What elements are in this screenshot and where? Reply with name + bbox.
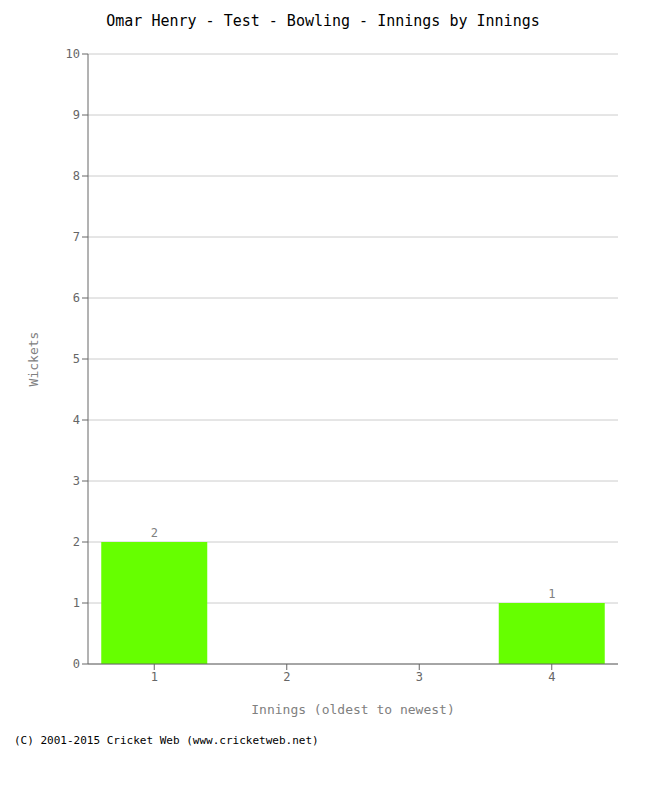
svg-text:10: 10: [66, 47, 80, 61]
svg-text:2: 2: [151, 526, 158, 540]
svg-text:4: 4: [548, 670, 555, 684]
svg-text:4: 4: [73, 413, 80, 427]
svg-text:1: 1: [73, 596, 80, 610]
svg-text:Innings (oldest to newest): Innings (oldest to newest): [251, 702, 455, 717]
html-text:(C) 2001-2015 Cricket Web (www: (C) 2001-2015 Cricket Web (www.cricketwe…: [14, 734, 319, 747]
svg-text:0: 0: [73, 657, 80, 671]
svg-text:2: 2: [283, 670, 290, 684]
svg-text:1: 1: [151, 670, 158, 684]
svg-text:3: 3: [416, 670, 423, 684]
svg-text:2: 2: [73, 535, 80, 549]
svg-text:5: 5: [73, 352, 80, 366]
svg-text:7: 7: [73, 230, 80, 244]
svg-text:9: 9: [73, 108, 80, 122]
svg-text:1: 1: [548, 587, 555, 601]
svg-text:6: 6: [73, 291, 80, 305]
html-text:Omar Henry - Test - Bowling -: Omar Henry - Test - Bowling - Innings by…: [106, 12, 540, 30]
svg-text:8: 8: [73, 169, 80, 183]
svg-text:Wickets: Wickets: [26, 332, 41, 387]
svg-text:3: 3: [73, 474, 80, 488]
